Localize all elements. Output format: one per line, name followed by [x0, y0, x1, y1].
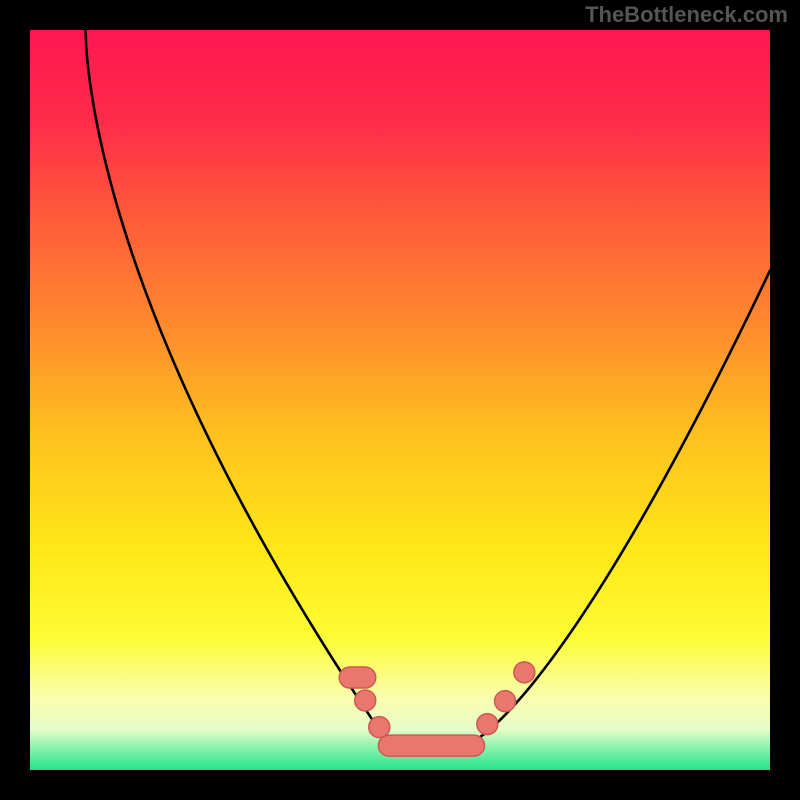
- plot-area: [30, 30, 770, 770]
- marker-pill: [339, 667, 376, 688]
- marker-dot: [369, 717, 390, 738]
- marker-dot: [355, 690, 376, 711]
- chart-stage: TheBottleneck.com: [0, 0, 800, 800]
- bottleneck-chart: [0, 0, 800, 800]
- marker-dot: [514, 662, 535, 683]
- watermark-text: TheBottleneck.com: [585, 2, 788, 28]
- marker-pill: [378, 735, 484, 756]
- marker-dot: [495, 691, 516, 712]
- marker-dot: [477, 714, 498, 735]
